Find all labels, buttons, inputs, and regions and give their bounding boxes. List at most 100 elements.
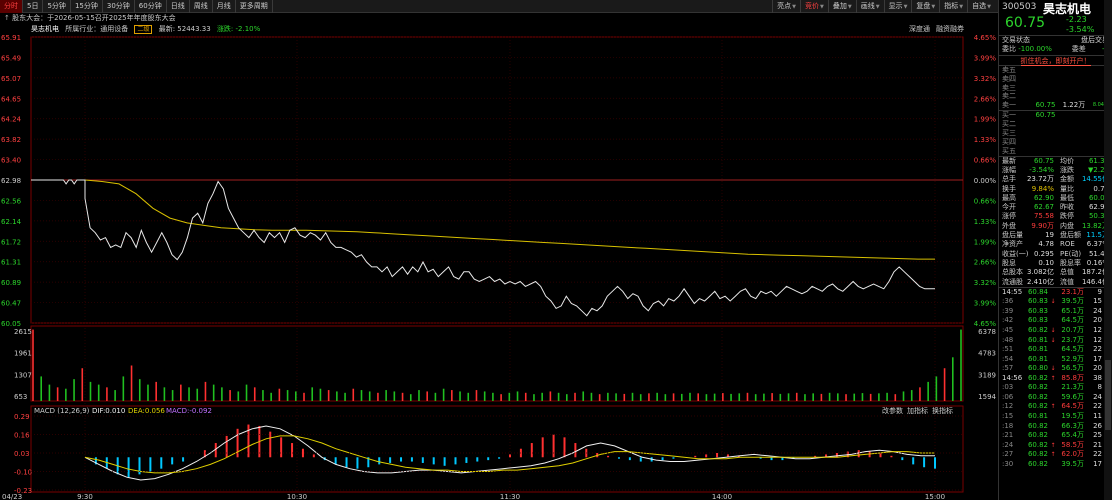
tab-4[interactable]: 30分钟 — [103, 0, 135, 13]
trade-time: :48 — [1002, 335, 1014, 344]
trade-direction-icon — [1048, 345, 1058, 355]
tool-button-7[interactable]: 自选▼ — [967, 0, 995, 13]
trade-price: 60.80 — [1027, 364, 1048, 373]
stat-label: 收益(一) — [1002, 249, 1029, 258]
stat-value: 9.84% — [1031, 184, 1054, 193]
trade-count: 38 — [1093, 373, 1102, 382]
volume-right-tick-label: 3189 — [978, 371, 996, 379]
trade-direction-icon — [1048, 316, 1058, 326]
tool-button-1[interactable]: 竞价▼ — [799, 0, 828, 13]
price-tick-label: 61.31 — [1, 259, 21, 267]
volume-panel-frame — [30, 325, 964, 402]
stat-row: 盘后量 19 盘后额 11.5万 — [999, 231, 1112, 240]
buys-row: 买一 60.75 — [999, 111, 1112, 120]
level-badge[interactable]: 二级 — [134, 25, 153, 34]
sell-orders: 卖五 卖四 卖三 卖二 卖一 60.75 1.22万 8.04万 — [999, 64, 1112, 110]
tab-0[interactable]: 分时 — [0, 0, 23, 13]
notice-text[interactable]: 股东大会：于2026-05-15召开2025年年度股东大会 — [12, 14, 176, 22]
stat-label: 最新 — [1002, 156, 1016, 165]
chevron-down-icon: ▼ — [931, 4, 936, 10]
tab-6[interactable]: 日线 — [167, 0, 190, 13]
stock-name: 昊志机电 — [1043, 2, 1092, 16]
price-tick-label: 63.82 — [1, 136, 21, 144]
order-ratio-label: 委比 — [1002, 45, 1016, 54]
trade-count: 17 — [1093, 354, 1102, 363]
trade-row: :06 60.82 59.6万 24 — [999, 393, 1112, 403]
volume-tick-label: 1307 — [14, 371, 32, 379]
buys-price — [1026, 120, 1056, 129]
volume-tick-label: 653 — [14, 393, 27, 401]
macd-tick-label: -0.23 — [14, 487, 32, 495]
tool-button-3[interactable]: 画线▼ — [855, 0, 884, 13]
tool-button-0[interactable]: 亮点▼ — [772, 0, 800, 13]
trade-direction-icon: ↓ — [1050, 365, 1056, 373]
trades-scrollbar[interactable] — [1104, 0, 1112, 500]
industry-label[interactable]: 所属行业：通用设备 — [65, 25, 129, 33]
tab-7[interactable]: 周线 — [190, 0, 213, 13]
tab-3[interactable]: 15分钟 — [71, 0, 103, 13]
trade-row: :39 60.83 65.1万 24 — [999, 307, 1112, 317]
stat-value: 0.10 — [1038, 258, 1054, 267]
trade-count: 11 — [1093, 411, 1102, 420]
order-ratio-row: 委比 -100.00% 委差 -2 — [999, 45, 1112, 54]
trade-row: :45 60.82 ↓ 20.7万 12 — [999, 326, 1112, 336]
tool-button-5[interactable]: 复盘▼ — [911, 0, 939, 13]
tool-label-6: 指标 — [944, 2, 959, 10]
trade-direction-icon: ↑ — [1050, 374, 1056, 382]
tab-8[interactable]: 月线 — [213, 0, 236, 13]
trade-row: 14:55 60.84 23.1万 9 — [999, 288, 1112, 298]
price-change-pct: -3.54% — [1066, 25, 1095, 34]
margin-link[interactable]: 融资融券 — [936, 25, 964, 33]
chart-tools: 亮点▼ 竞价▼ 叠加▼ 画线▼ 显示▼ 复盘▼ 指标▼ 自选▼ — [772, 0, 995, 13]
sells-price: 60.75 — [1035, 101, 1056, 110]
stat-label: 总手 — [1002, 175, 1016, 184]
trade-time: :27 — [1002, 450, 1014, 459]
open-account-link[interactable]: 抓住机会，即刻开户！ — [1020, 56, 1091, 66]
tab-9[interactable]: 更多周期 — [236, 0, 273, 13]
pct-tick-label: 4.65% — [974, 320, 997, 328]
stat-label: 内盘 — [1060, 221, 1074, 230]
trade-time: :45 — [1002, 326, 1014, 335]
trade-row: :27 60.82 ↑ 62.0万 22 — [999, 450, 1112, 460]
stat-value: 62.67 — [1033, 203, 1054, 212]
macd-0-button[interactable]: 改参数 — [882, 406, 903, 415]
trade-price: 60.83 — [1027, 297, 1048, 306]
tool-button-2[interactable]: 叠加▼ — [827, 0, 856, 13]
stat-row: 今开 62.67 昨收 62.98 — [999, 203, 1112, 212]
trade-row: :15 60.81 19.5万 11 — [999, 412, 1112, 422]
buys-volume — [1056, 129, 1086, 138]
trade-price: 60.82 — [1027, 392, 1048, 401]
buys-price — [1026, 147, 1056, 156]
trade-direction-icon — [1048, 383, 1058, 393]
trade-volume: 64.5万 — [1061, 316, 1084, 325]
tab-1[interactable]: 5日 — [23, 0, 44, 13]
tab-2[interactable]: 5分钟 — [43, 0, 71, 13]
price-tick-label: 65.49 — [1, 54, 21, 62]
macd-2-button[interactable]: 换指标 — [932, 406, 953, 415]
tick-trades: 14:55 60.84 23.1万 9:36 60.83 ↓ 39.5万 15:39 60.83… — [999, 286, 1112, 469]
chevron-down-icon: ▼ — [875, 4, 880, 10]
scrollbar-thumb[interactable] — [1105, 360, 1111, 430]
avg-price-line — [84, 179, 935, 260]
notice-bar[interactable]: ↑ 股东大会：于2026-05-15召开2025年年度股东大会 — [0, 13, 998, 24]
trade-volume: 20.7万 — [1061, 326, 1084, 335]
macd-1-button[interactable]: 加指标 — [907, 406, 928, 415]
tool-button-6[interactable]: 指标▼ — [939, 0, 967, 13]
stat-label: 涨跌 — [1060, 165, 1074, 174]
sells-row: 卖一 60.75 1.22万 8.04万 — [999, 101, 1112, 110]
sells-price — [1026, 84, 1056, 93]
status-row: 交易状态 盘后交易 — [999, 36, 1112, 45]
trade-volume: 52.9万 — [1061, 354, 1084, 363]
trade-volume: 64.5万 — [1061, 402, 1084, 411]
depth-link[interactable]: 深度通 — [909, 25, 930, 33]
intraday-chart[interactable]: 65.91 4.65% 65.49 3.99% 65.07 3.32% 64.65 2.66%… — [0, 35, 998, 500]
trade-time: :36 — [1002, 297, 1014, 306]
stat-label: 净资产 — [1002, 240, 1023, 249]
trade-count: 20 — [1093, 364, 1102, 373]
price-tick-label: 65.07 — [1, 75, 21, 83]
tab-5[interactable]: 60分钟 — [135, 0, 167, 13]
trade-price: 60.82 — [1027, 326, 1048, 335]
tool-button-4[interactable]: 显示▼ — [883, 0, 912, 13]
stat-label: 流通股 — [1002, 277, 1023, 286]
open-account-banner[interactable]: 抓住机会，即刻开户！ — [999, 54, 1112, 66]
